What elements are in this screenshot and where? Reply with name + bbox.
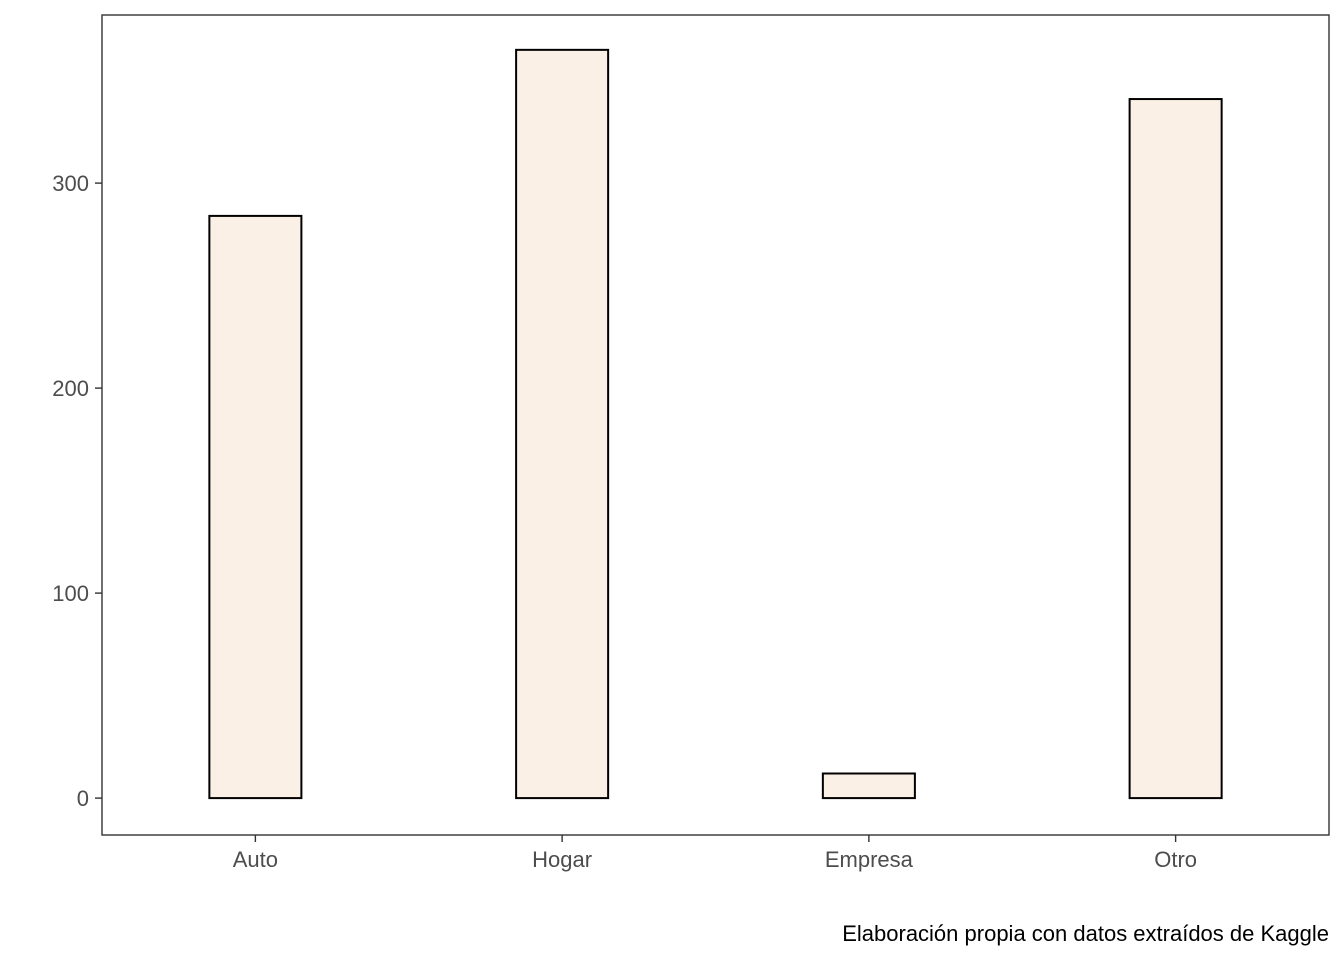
bar-hogar bbox=[515, 48, 610, 800]
y-tick-label: 200 bbox=[52, 376, 89, 401]
panel-border bbox=[101, 14, 1330, 836]
x-tick-label: Otro bbox=[1154, 847, 1197, 872]
x-axis: Auto Hogar Empresa Otro bbox=[233, 835, 1197, 872]
x-tick-label: Hogar bbox=[532, 847, 592, 872]
y-axis: 0 100 200 300 bbox=[52, 171, 102, 811]
x-tick-label: Empresa bbox=[825, 847, 914, 872]
bar-otro bbox=[1128, 98, 1223, 800]
bar-empresa bbox=[821, 772, 916, 800]
bars-group bbox=[208, 48, 1223, 800]
y-tick-label: 100 bbox=[52, 581, 89, 606]
chart-caption: Elaboración propia con datos extraídos d… bbox=[842, 921, 1329, 946]
y-tick-label: 0 bbox=[77, 786, 89, 811]
y-tick-label: 300 bbox=[52, 171, 89, 196]
x-tick-label: Auto bbox=[233, 847, 278, 872]
bar-auto bbox=[208, 214, 303, 800]
